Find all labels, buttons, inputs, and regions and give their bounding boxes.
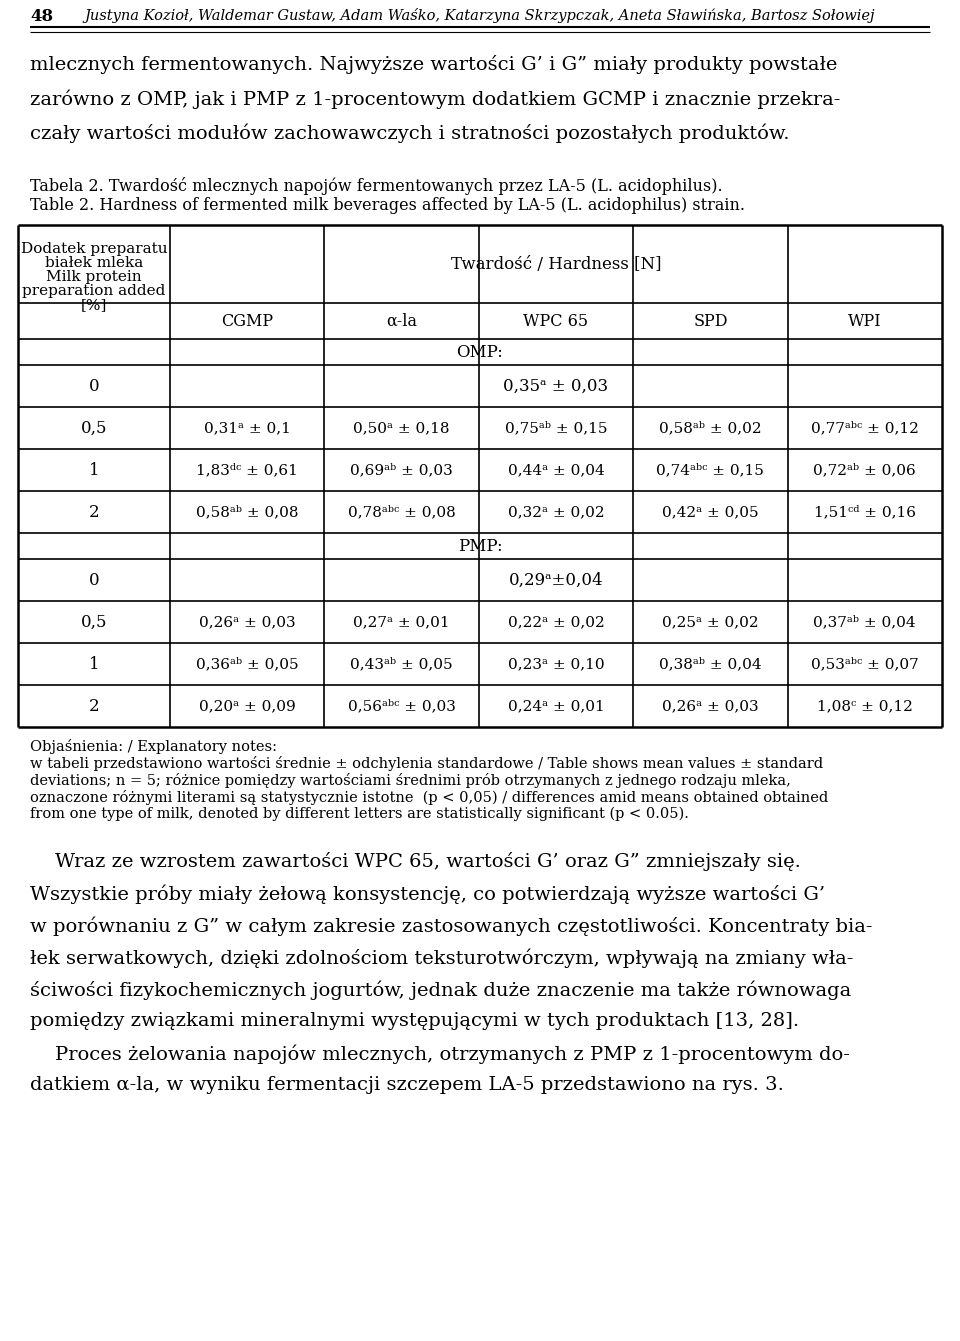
Text: białek mleka: białek mleka (45, 256, 143, 270)
Text: 0,69ᵃᵇ ± 0,03: 0,69ᵃᵇ ± 0,03 (350, 463, 453, 477)
Text: 0,56ᵃᵇᶜ ± 0,03: 0,56ᵃᵇᶜ ± 0,03 (348, 699, 456, 713)
Text: 1,51ᶜᵈ ± 0,16: 1,51ᶜᵈ ± 0,16 (814, 506, 916, 519)
Text: 0,27ᵃ ± 0,01: 0,27ᵃ ± 0,01 (353, 616, 450, 629)
Text: 0,36ᵃᵇ ± 0,05: 0,36ᵃᵇ ± 0,05 (196, 657, 299, 670)
Text: 0,22ᵃ ± 0,02: 0,22ᵃ ± 0,02 (508, 616, 605, 629)
Text: SPD: SPD (693, 312, 728, 330)
Text: PMP:: PMP: (458, 538, 502, 554)
Text: 0,38ᵃᵇ ± 0,04: 0,38ᵃᵇ ± 0,04 (660, 657, 761, 670)
Text: czały wartości modułów zachowawczych i stratności pozostałych produktów.: czały wartości modułów zachowawczych i s… (30, 123, 789, 142)
Text: pomiędzy związkami mineralnymi występującymi w tych produktach [13, 28].: pomiędzy związkami mineralnymi występują… (30, 1012, 799, 1030)
Text: 0,26ᵃ ± 0,03: 0,26ᵃ ± 0,03 (662, 699, 758, 713)
Text: deviations; n = 5; różnice pomiędzy wartościami średnimi prób otrzymanych z jedn: deviations; n = 5; różnice pomiędzy wart… (30, 772, 791, 789)
Text: from one type of milk, denoted by different letters are statistically significan: from one type of milk, denoted by differ… (30, 807, 689, 822)
Text: zarówno z OMP, jak i PMP z 1-procentowym dodatkiem GCMP i znacznie przekra-: zarówno z OMP, jak i PMP z 1-procentowym… (30, 89, 840, 109)
Text: 0,26ᵃ ± 0,03: 0,26ᵃ ± 0,03 (199, 616, 296, 629)
Text: α-la: α-la (386, 312, 417, 330)
Text: w porównaniu z G” w całym zakresie zastosowanych częstotliwości. Koncentraty bia: w porównaniu z G” w całym zakresie zasto… (30, 916, 873, 936)
Text: 0,5: 0,5 (81, 613, 108, 630)
Text: 0,72ᵃᵇ ± 0,06: 0,72ᵃᵇ ± 0,06 (813, 463, 916, 477)
Text: 0,42ᵃ ± 0,05: 0,42ᵃ ± 0,05 (662, 506, 758, 519)
Text: 2: 2 (88, 503, 99, 520)
Text: Wszystkie próby miały żełową konsystencję, co potwierdzają wyższe wartości G’: Wszystkie próby miały żełową konsystencj… (30, 884, 826, 904)
Text: Wraz ze wzrostem zawartości WPC 65, wartości G’ oraz G” zmniejszały się.: Wraz ze wzrostem zawartości WPC 65, wart… (30, 852, 801, 872)
Text: WPI: WPI (848, 312, 881, 330)
Text: 0: 0 (88, 378, 99, 394)
Text: preparation added: preparation added (22, 284, 166, 298)
Text: OMP:: OMP: (457, 343, 503, 361)
Text: 0,25ᵃ ± 0,02: 0,25ᵃ ± 0,02 (662, 616, 758, 629)
Text: 0,75ᵃᵇ ± 0,15: 0,75ᵃᵇ ± 0,15 (505, 421, 608, 434)
Text: Justyna Kozioł, Waldemar Gustaw, Adam Waśko, Katarzyna Skrzypczak, Aneta Sławińs: Justyna Kozioł, Waldemar Gustaw, Adam Wa… (84, 8, 876, 23)
Text: 0,37ᵃᵇ ± 0,04: 0,37ᵃᵇ ± 0,04 (813, 616, 916, 629)
Text: 0,35ᵃ ± 0,03: 0,35ᵃ ± 0,03 (503, 378, 609, 394)
Text: Objaśnienia: / Explanatory notes:: Objaśnienia: / Explanatory notes: (30, 739, 277, 754)
Text: 1,08ᶜ ± 0,12: 1,08ᶜ ± 0,12 (817, 699, 913, 713)
Text: 1: 1 (88, 656, 99, 672)
Text: Tabela 2. Twardość mlecznych napojów fermentowanych przez LA-5 (L. acidophilus).: Tabela 2. Twardość mlecznych napojów fer… (30, 177, 723, 194)
Text: 0,29ᵃ±0,04: 0,29ᵃ±0,04 (509, 571, 603, 589)
Text: 0,44ᵃ ± 0,04: 0,44ᵃ ± 0,04 (508, 463, 605, 477)
Text: 1: 1 (88, 461, 99, 479)
Text: 0,77ᵃᵇᶜ ± 0,12: 0,77ᵃᵇᶜ ± 0,12 (811, 421, 919, 434)
Text: WPC 65: WPC 65 (523, 312, 588, 330)
Text: 0,43ᵃᵇ ± 0,05: 0,43ᵃᵇ ± 0,05 (350, 657, 453, 670)
Text: Proces żelowania napojów mlecznych, otrzymanych z PMP z 1-procentowym do-: Proces żelowania napojów mlecznych, otrz… (30, 1045, 850, 1063)
Text: [%]: [%] (81, 298, 108, 312)
Text: mlecznych fermentowanych. Najwyższe wartości G’ i G” miały produkty powstałe: mlecznych fermentowanych. Najwyższe wart… (30, 55, 837, 74)
Text: datkiem α-la, w wyniku fermentacji szczepem LA-5 przedstawiono na rys. 3.: datkiem α-la, w wyniku fermentacji szcze… (30, 1075, 784, 1094)
Text: CGMP: CGMP (221, 312, 274, 330)
Text: Dodatek preparatu: Dodatek preparatu (21, 241, 167, 256)
Text: 0,20ᵃ ± 0,09: 0,20ᵃ ± 0,09 (199, 699, 296, 713)
Text: w tabeli przedstawiono wartości średnie ± odchylenia standardowe / Table shows m: w tabeli przedstawiono wartości średnie … (30, 756, 823, 771)
Text: 0,32ᵃ ± 0,02: 0,32ᵃ ± 0,02 (508, 506, 604, 519)
Text: 2: 2 (88, 697, 99, 715)
Text: Twardość / Hardness [N]: Twardość / Hardness [N] (451, 256, 661, 272)
Text: 1,83ᵈᶜ ± 0,61: 1,83ᵈᶜ ± 0,61 (196, 463, 299, 477)
Text: ściwości fizykochemicznych jogurtów, jednak duże znaczenie ma także równowaga: ściwości fizykochemicznych jogurtów, jed… (30, 980, 852, 999)
Text: 0,53ᵃᵇᶜ ± 0,07: 0,53ᵃᵇᶜ ± 0,07 (811, 657, 919, 670)
Text: 0,50ᵃ ± 0,18: 0,50ᵃ ± 0,18 (353, 421, 450, 434)
Text: 0,31ᵃ ± 0,1: 0,31ᵃ ± 0,1 (204, 421, 291, 434)
Text: 0,24ᵃ ± 0,01: 0,24ᵃ ± 0,01 (508, 699, 605, 713)
Text: 0,74ᵃᵇᶜ ± 0,15: 0,74ᵃᵇᶜ ± 0,15 (657, 463, 764, 477)
Text: 48: 48 (30, 8, 53, 25)
Text: 0: 0 (88, 571, 99, 589)
Text: 0,78ᵃᵇᶜ ± 0,08: 0,78ᵃᵇᶜ ± 0,08 (348, 506, 455, 519)
Text: 0,5: 0,5 (81, 420, 108, 437)
Text: Milk protein: Milk protein (46, 270, 142, 284)
Text: łek serwatkowych, dzięki zdolnościom teksturotwórczym, wpływają na zmiany wła-: łek serwatkowych, dzięki zdolnościom tek… (30, 948, 853, 967)
Text: 0,58ᵃᵇ ± 0,02: 0,58ᵃᵇ ± 0,02 (660, 421, 761, 434)
Text: 0,23ᵃ ± 0,10: 0,23ᵃ ± 0,10 (508, 657, 604, 670)
Text: oznaczone różnymi literami są statystycznie istotne  (p < 0,05) / differences am: oznaczone różnymi literami są statystycz… (30, 790, 828, 805)
Text: 0,58ᵃᵇ ± 0,08: 0,58ᵃᵇ ± 0,08 (196, 506, 299, 519)
Text: Table 2. Hardness of fermented milk beverages affected by LA-5 (L. acidophilus) : Table 2. Hardness of fermented milk beve… (30, 197, 745, 215)
